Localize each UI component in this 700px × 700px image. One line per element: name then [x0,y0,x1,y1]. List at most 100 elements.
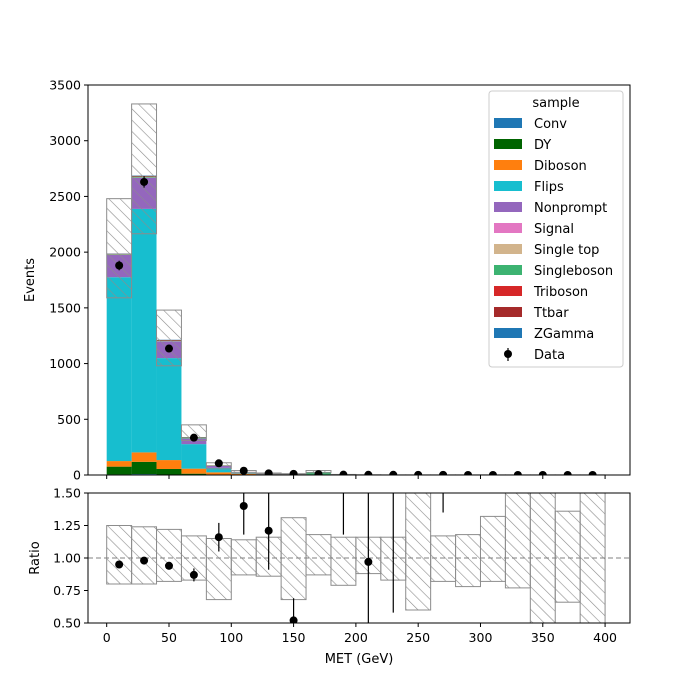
ratio-band-bin [330,536,357,586]
x-tick-label: 150 [282,630,306,645]
data-point [563,471,572,475]
x-tick-label: 0 [103,630,111,645]
y-tick-label: 3500 [49,78,81,93]
ratio-point [339,476,347,484]
legend-swatch-flips [494,181,522,191]
legend-label-signal: Signal [534,222,574,237]
ratio-band-bin [305,534,332,576]
ratio-point [140,556,149,565]
data-point [389,470,398,475]
y-tick-label: 3000 [49,133,81,148]
data-point [239,466,248,475]
ratio-band-bin [455,534,481,588]
ratio-y-axis-label: Ratio [28,541,43,574]
y-tick-label: 500 [57,412,81,427]
x-tick-label: 350 [531,630,555,645]
ratio-point [189,570,198,579]
y-tick-label: 1000 [49,356,81,371]
y-tick-label: 1500 [49,300,81,315]
data-point [140,177,149,186]
data-point [189,433,198,442]
legend-label-singleboson: Singleboson [534,264,613,279]
ratio-band-bin [479,515,506,582]
ratio-band-bin [106,525,133,585]
data-point [164,344,173,353]
bar-diboson [181,468,207,474]
legend-swatch-diboson [494,160,522,170]
legend-items: Conv DY Diboson Flips Nonprompt Signal Single … [494,117,613,342]
ratio-band-bin [529,493,556,623]
data-point [339,470,348,475]
ratio-band-bin [131,526,158,585]
legend-swatch-single-top [494,244,522,254]
ratio-band-bin [156,528,182,582]
ratio-y-tick-label: 0.50 [53,616,81,631]
bar-dy [156,468,182,475]
x-tick-label: 200 [344,630,368,645]
x-tick-label: 100 [219,630,243,645]
data-point [488,471,497,475]
data-point [513,471,522,475]
uncertainty-bin [106,198,133,299]
ratio-y-axis-ticks: 0.50 0.75 1.00 1.25 1.50 [53,486,88,631]
legend-label-triboson: Triboson [533,285,588,300]
ratio-point [364,557,373,566]
ratio-band-bin [280,517,307,601]
legend-label-nonprompt: Nonprompt [534,201,607,216]
legend-label-zgamma: ZGamma [534,327,594,342]
ratio-y-tick-label: 0.75 [53,583,81,598]
data-point [414,470,423,475]
bar-flips [106,277,132,462]
data-point [364,470,373,475]
bar-dy [131,461,157,475]
legend-label-conv: Conv [534,117,567,132]
ratio-y-tick-label: 1.50 [53,486,81,501]
bar-flips [206,467,232,473]
data-point [289,469,298,475]
legend-swatch-zgamma [494,328,522,338]
bar-diboson [156,460,182,469]
legend-swatch-triboson [494,286,522,296]
x-axis-ticks: 0 50 100 150 200 250 300 350 400 [103,623,617,645]
legend-data-marker [504,350,512,358]
ratio-point [289,616,298,623]
data-point [538,471,547,475]
bar-flips [181,444,207,469]
data-point [439,470,448,475]
uncertainty-bin [156,309,182,367]
bar-dy [106,466,132,475]
x-axis-ticks-main [106,475,606,479]
data-point [588,471,597,475]
legend-data-label: Data [534,348,565,363]
legend-swatch-ttbar [494,307,522,317]
ratio-band-bin [504,493,531,589]
x-tick-label: 50 [161,630,177,645]
data-point [264,469,273,475]
ratio-points [115,476,444,623]
legend-label-dy: DY [534,138,551,153]
legend-title: sample [532,96,579,111]
y-axis-label: Events [23,258,38,302]
ratio-y-tick-label: 1.25 [53,518,81,533]
ratio-band-bin [430,535,457,582]
data-point [314,470,323,475]
ratio-band-bin [230,539,257,576]
legend-label-ttbar: Ttbar [533,306,569,321]
x-tick-label: 250 [406,630,430,645]
legend-label-single-top: Single top [534,243,599,258]
data-point [115,261,124,270]
ratio-point [214,533,223,542]
ratio-band-bin [405,493,432,611]
ratio-point [264,526,273,535]
legend: sample Conv DY Diboson Flips Nonprompt Signal… [488,90,624,368]
main-panel: 0 500 1000 1500 2000 2500 3000 3500 Events samp… [23,78,631,483]
bar-dy [181,473,207,475]
main-axes-frame [87,84,631,476]
data-point [214,459,223,468]
legend-swatch-singleboson [494,265,522,275]
ratio-point [115,560,124,569]
bar-diboson [131,452,157,462]
bar-diboson [206,472,232,475]
uncertainty-bin [131,103,158,235]
